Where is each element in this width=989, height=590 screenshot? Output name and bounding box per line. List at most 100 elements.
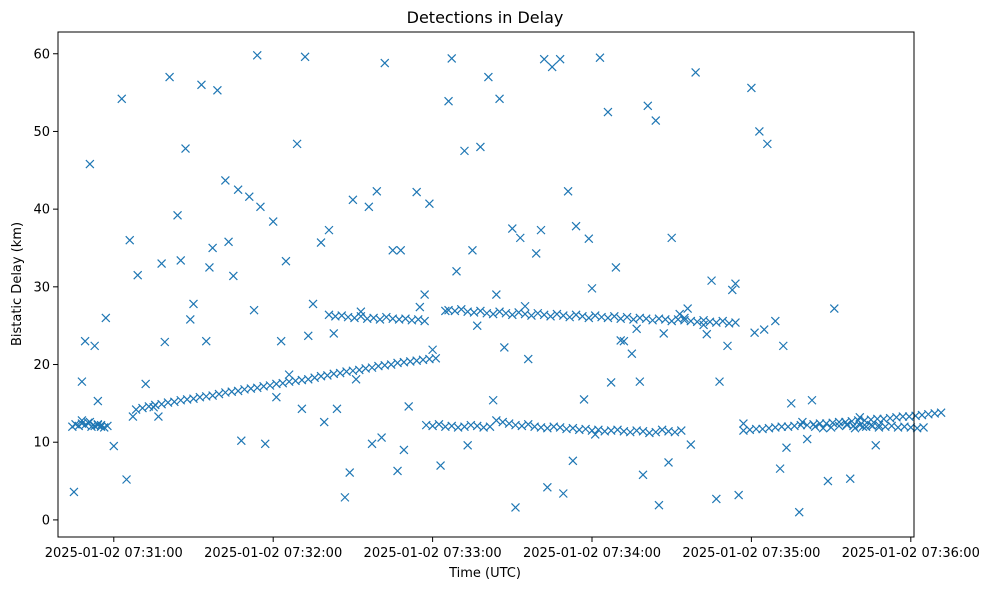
detection-point [197,80,206,90]
detection-point [643,101,653,111]
detection-point [845,474,855,484]
detection-point [377,433,387,442]
detection-point [739,419,748,428]
detection-point [284,370,294,380]
detection-point [676,426,686,435]
detection-point [372,186,382,196]
detection-point [460,146,469,156]
detection-point [329,329,339,338]
detection-point [531,248,541,258]
detection-point [154,412,163,422]
detection-point [546,311,555,321]
detection-point [436,461,445,470]
detection-point [565,312,575,322]
detection-point [638,470,648,480]
detection-point [463,440,473,450]
detection-point [396,245,406,255]
detection-point [157,259,167,268]
detection-point [415,302,425,312]
detection-point [632,324,642,334]
chart-title: Detections in Delay [407,8,564,27]
detection-point [181,144,190,153]
detection-point [77,377,87,387]
detection-point [276,336,286,346]
detection-point [539,54,549,64]
detection-point [563,186,573,196]
detection-point [527,311,536,321]
detection-point [80,336,90,346]
x-axis-label: Time (UTC) [448,566,521,581]
y-tick-label: 0 [42,513,50,528]
detection-point [205,262,214,272]
detection-point [393,466,402,476]
detection-point [699,320,709,330]
detection-point [718,316,728,326]
detection-point [750,328,760,338]
detection-point [797,417,807,427]
detection-point [345,468,355,477]
detection-point [271,392,281,402]
detection-point [547,62,557,72]
detection-point [759,325,769,334]
detection-point [109,441,119,451]
detection-point [431,353,441,363]
detection-point [93,396,103,406]
detection-point [571,221,581,231]
detection-point [90,341,100,351]
detection-point [85,417,95,427]
detection-point [515,233,525,243]
detection-point [734,490,744,500]
detection-point [316,238,326,247]
x-tick-label: 2025-01-02 07:32:00 [204,546,342,561]
detection-point [236,436,246,446]
detection-point [77,416,87,425]
detection-point [475,306,485,316]
detection-point [936,408,946,418]
detection-point [297,404,307,414]
detection-point [319,417,329,427]
plot-area-frame [57,31,915,538]
detection-point [587,283,597,293]
detection-point [85,159,95,169]
detection-point [96,420,106,430]
detection-point [475,142,485,152]
detection-point [707,276,716,286]
detection-point [622,312,632,322]
detection-point [472,321,482,331]
detection-point [616,336,626,345]
detection-point [858,422,868,432]
detection-point [300,52,310,62]
detection-point [224,237,233,247]
detection-point [584,234,594,244]
detection-point [731,279,740,289]
detection-point [786,398,796,408]
y-tick-label: 40 [33,203,50,218]
detection-point [351,374,361,384]
detection-point [536,225,546,235]
detection-point [651,427,661,437]
detection-point [488,395,498,405]
detection-point [611,262,621,272]
detection-point [260,439,270,449]
detection-point [488,309,498,319]
detection-point [807,395,817,405]
detection-point [420,316,430,326]
detection-point [919,423,928,432]
detection-point [654,500,664,510]
detection-point [93,420,103,430]
detection-point [452,266,461,276]
detection-point [675,309,685,319]
detection-point [609,311,619,321]
detection-point [292,139,302,149]
detection-point [128,412,138,422]
detection-point [281,256,291,266]
detection-point [834,421,844,431]
detection-point [603,107,613,117]
detection-point [420,290,430,300]
detection-point [651,116,661,125]
detection-point [778,341,788,351]
detection-point [176,255,186,265]
